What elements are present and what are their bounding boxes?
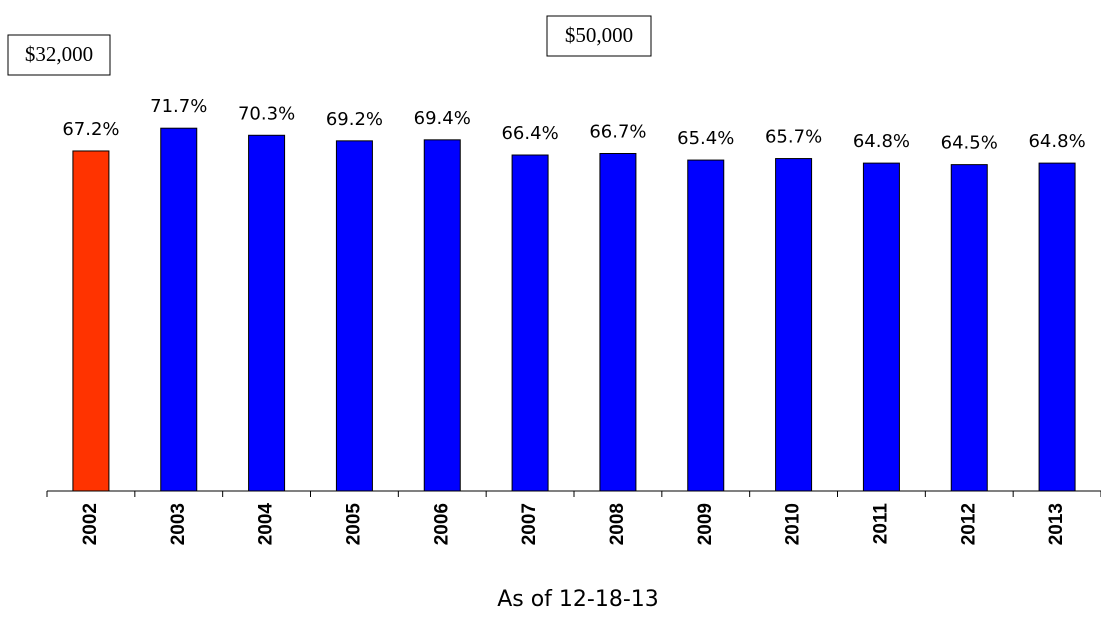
data-label: 64.8% [853, 131, 910, 152]
x-tick-label: 2011 [870, 503, 891, 545]
bar [248, 134, 286, 492]
bar [511, 154, 549, 492]
bar [335, 140, 373, 492]
bar [775, 158, 813, 492]
x-tick-label: 2003 [168, 503, 189, 545]
data-label: 67.2% [62, 119, 119, 140]
x-tick-label: 2009 [695, 503, 716, 545]
x-tick-label: 2004 [256, 503, 277, 546]
annotation-box [546, 15, 652, 57]
annotation: $32,000 [25, 42, 93, 66]
x-tick-label: 2013 [1046, 503, 1067, 545]
data-label: 70.3% [238, 103, 295, 124]
bar [1038, 162, 1076, 492]
data-label: 65.7% [765, 127, 822, 148]
x-tick-label: 2008 [607, 503, 628, 545]
annotation-box [7, 34, 111, 76]
x-tick-label: 2010 [783, 503, 804, 545]
bar [160, 127, 198, 492]
x-tick-label: 2005 [343, 503, 364, 546]
footnote: As of 12-18-13 [497, 587, 659, 612]
data-label: 64.5% [941, 133, 998, 154]
data-label: 66.4% [501, 123, 558, 144]
x-tick-label: 2012 [958, 503, 979, 545]
data-label: 66.7% [589, 121, 646, 142]
data-label: 69.4% [414, 108, 471, 129]
bar [599, 152, 637, 492]
x-tick-label: 2007 [519, 503, 540, 545]
x-tick-label: 2006 [431, 503, 452, 545]
bar [950, 164, 988, 492]
x-tick-label: 2002 [80, 503, 101, 545]
data-label: 69.2% [326, 109, 383, 130]
data-label: 71.7% [150, 96, 207, 117]
bar [862, 162, 900, 492]
bar [687, 159, 725, 492]
data-label: 65.4% [677, 128, 734, 149]
annotation: $50,000 [565, 23, 633, 47]
data-label: 64.8% [1028, 131, 1085, 152]
bar [72, 150, 110, 492]
bar [423, 139, 461, 492]
